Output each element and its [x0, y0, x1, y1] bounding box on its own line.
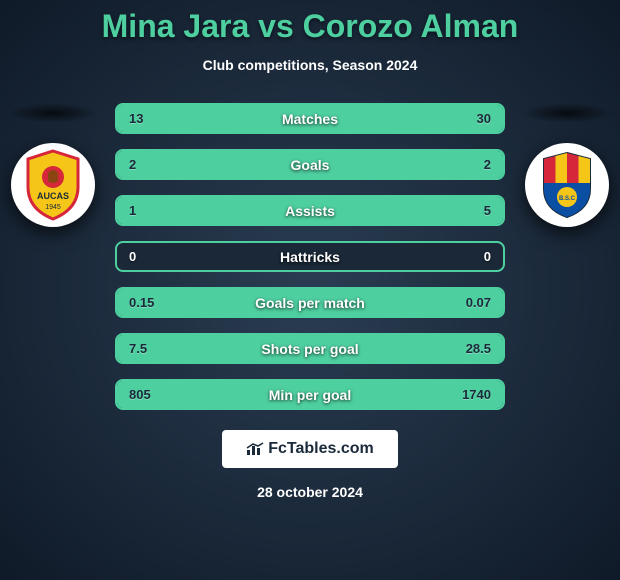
brand-text: FcTables.com: [268, 440, 374, 457]
stat-label: Hattricks: [280, 249, 340, 265]
svg-text:AUCAS: AUCAS: [37, 191, 69, 201]
stat-bar: 805 1740 Min per goal: [115, 379, 505, 410]
stat-label: Goals per match: [255, 295, 365, 311]
stat-bar: 0 0 Hattricks: [115, 241, 505, 272]
bar-fill-left: [117, 197, 183, 224]
bsc-shield-icon: B.S.C: [536, 149, 598, 221]
comparison-content: AUCAS 1945 1330Matches22Goals15Assists00…: [0, 103, 620, 410]
page-title: Mina Jara vs Corozo Alman: [0, 0, 620, 45]
stat-value-left: 7.5: [129, 341, 147, 356]
footer: FcTables.com 28 october 2024: [0, 430, 620, 500]
stat-value-left: 805: [129, 387, 151, 402]
stat-value-right: 5: [484, 203, 491, 218]
stat-label: Assists: [285, 203, 335, 219]
bar-fill-left: [117, 151, 310, 178]
stat-value-left: 1: [129, 203, 136, 218]
page-subtitle: Club competitions, Season 2024: [0, 57, 620, 73]
stat-label: Matches: [282, 111, 338, 127]
stat-value-right: 2: [484, 157, 491, 172]
bar-fill-right: [183, 197, 503, 224]
player-left-column: AUCAS 1945: [3, 103, 103, 227]
stat-value-right: 30: [477, 111, 491, 126]
brand-box: FcTables.com: [222, 430, 398, 468]
stat-label: Goals: [291, 157, 330, 173]
stat-value-left: 0.15: [129, 295, 154, 310]
player-left-badge: AUCAS 1945: [11, 143, 95, 227]
chart-icon: [246, 442, 264, 456]
stat-bar: 1 5 Assists: [115, 195, 505, 226]
stat-value-left: 2: [129, 157, 136, 172]
stat-value-right: 28.5: [466, 341, 491, 356]
stat-value-left: 0: [129, 249, 136, 264]
svg-text:1945: 1945: [45, 204, 61, 211]
bar-fill-right: [233, 105, 503, 132]
stat-value-right: 0.07: [466, 295, 491, 310]
stat-label: Shots per goal: [261, 341, 358, 357]
bar-fill-right: [310, 151, 503, 178]
player-right-badge: B.S.C: [525, 143, 609, 227]
stat-bar: 2 2 Goals: [115, 149, 505, 180]
shadow-oval-right: [522, 103, 612, 123]
stat-bar: 13 30 Matches: [115, 103, 505, 134]
stat-value-right: 0: [484, 249, 491, 264]
footer-date: 28 october 2024: [0, 484, 620, 500]
player-right-column: B.S.C: [517, 103, 617, 227]
stat-value-left: 13: [129, 111, 143, 126]
aucas-shield-icon: AUCAS 1945: [22, 149, 84, 221]
svg-text:B.S.C: B.S.C: [559, 196, 576, 202]
stat-label: Min per goal: [269, 387, 351, 403]
stat-value-right: 1740: [462, 387, 491, 402]
stat-bar: 7.5 28.5 Shots per goal: [115, 333, 505, 364]
shadow-oval-left: [8, 103, 98, 123]
stats-bars: 13 30 Matches 2 2 Goals 1 5 Assists 0 0 Hattricks 0.…: [115, 103, 505, 410]
stat-bar: 0.15 0.07 Goals per match: [115, 287, 505, 318]
